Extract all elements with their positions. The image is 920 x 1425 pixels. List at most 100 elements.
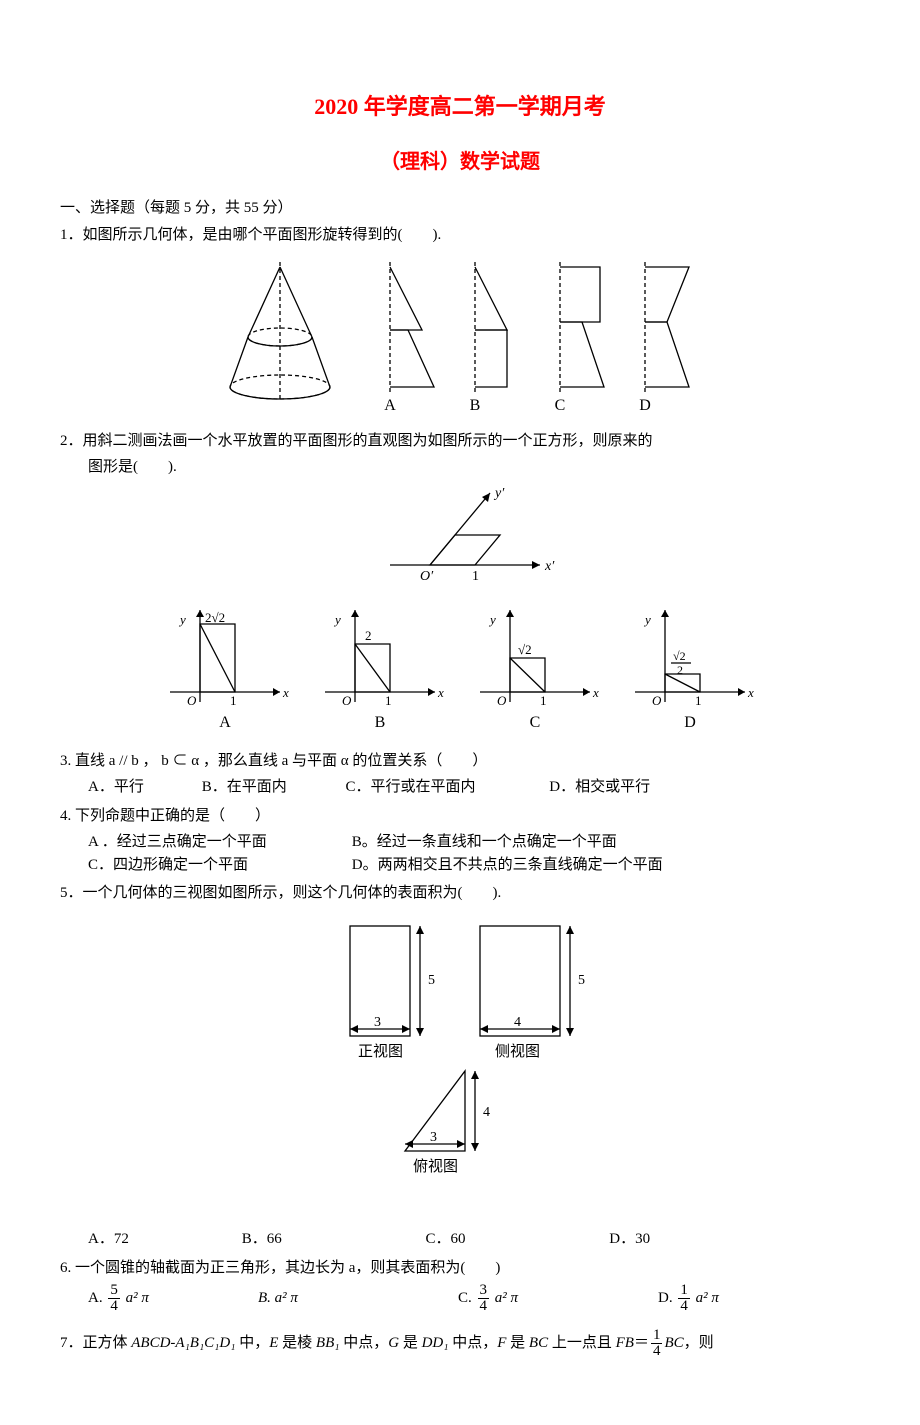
q7-h: G bbox=[388, 1335, 399, 1351]
q3-text: 3. 直线 a // b ， b ⊂ α ，那么直线 a 与平面 α 的位置关系… bbox=[60, 750, 860, 773]
svg-text:A: A bbox=[219, 714, 231, 731]
svg-text:y: y bbox=[178, 612, 186, 627]
q6-c-frac: 3 4 bbox=[478, 1283, 490, 1314]
q6-d-num: 1 bbox=[678, 1283, 690, 1299]
svg-text:5: 5 bbox=[428, 973, 435, 988]
q6-c-num: 3 bbox=[478, 1283, 490, 1299]
q7-n: BC bbox=[529, 1335, 548, 1351]
svg-text:B: B bbox=[470, 397, 481, 412]
q3-options: A．平行 B．在平面内 C．平行或在平面内 D．相交或平行 bbox=[60, 776, 860, 799]
svg-text:2: 2 bbox=[365, 628, 372, 643]
q6-d-post: a² π bbox=[696, 1287, 719, 1310]
svg-text:y: y bbox=[643, 612, 651, 627]
q7-k: 中点， bbox=[448, 1335, 497, 1351]
q5-opt-c: C．60 bbox=[426, 1228, 606, 1251]
q6-opt-c: C. 3 4 a² π bbox=[458, 1283, 658, 1314]
q3-opt-a: A．平行 bbox=[88, 776, 198, 799]
q6-a-frac: 5 4 bbox=[108, 1283, 120, 1314]
svg-text:1: 1 bbox=[230, 693, 237, 708]
svg-text:俯视图: 俯视图 bbox=[413, 1158, 458, 1175]
svg-text:x: x bbox=[747, 685, 754, 700]
question-5: 5．一个几何体的三视图如图所示，则这个几何体的表面积为( ). 5 3 正视图 bbox=[60, 882, 860, 1251]
q6-c-post: a² π bbox=[495, 1287, 518, 1310]
q5-figure: 5 3 正视图 5 4 侧视图 bbox=[60, 911, 860, 1219]
q6-text: 6. 一个圆锥的轴截面为正三角形，其边长为 a，则其表面积为( ) bbox=[60, 1257, 860, 1280]
svg-text:5: 5 bbox=[578, 973, 585, 988]
svg-text:O: O bbox=[187, 693, 197, 708]
q7-g: 中点， bbox=[339, 1335, 388, 1351]
q3-opt-b: B．在平面内 bbox=[202, 776, 342, 799]
svg-text:D: D bbox=[639, 397, 651, 412]
q4-opt-c: C．四边形确定一个平面 bbox=[88, 854, 348, 877]
q7-r: BC bbox=[664, 1335, 683, 1351]
q5-opt-b: B．66 bbox=[242, 1228, 422, 1251]
q3-opt-c: C．平行或在平面内 bbox=[346, 776, 546, 799]
svg-text:4: 4 bbox=[514, 1015, 521, 1030]
svg-text:x: x bbox=[282, 685, 289, 700]
svg-text:3: 3 bbox=[374, 1015, 381, 1030]
q1-figure: A B C D bbox=[60, 252, 860, 420]
svg-text:y: y bbox=[488, 612, 496, 627]
q7-f: BB₁ bbox=[316, 1335, 340, 1351]
q5-text: 5．一个几何体的三视图如图所示，则这个几何体的表面积为( ). bbox=[60, 882, 860, 905]
q6-opt-a: A. 5 4 a² π bbox=[88, 1283, 258, 1314]
svg-text:1: 1 bbox=[472, 569, 479, 584]
page-title: 2020 年学度高二第一学期月考 bbox=[60, 90, 860, 123]
q7-c: 中， bbox=[235, 1335, 269, 1351]
svg-text:1: 1 bbox=[695, 693, 702, 708]
svg-text:B: B bbox=[375, 714, 386, 731]
question-3: 3. 直线 a // b ， b ⊂ α ，那么直线 a 与平面 α 的位置关系… bbox=[60, 750, 860, 799]
svg-text:2√2: 2√2 bbox=[205, 610, 225, 625]
q4-opt-b: B。经过一条直线和一个点确定一个平面 bbox=[352, 831, 617, 854]
q6-d-frac: 1 4 bbox=[678, 1283, 690, 1314]
q2-figure-top: x′ y′ O′ 1 bbox=[60, 485, 860, 593]
q2-figure-options: y x O 1 2√2 A y x O 1 2 B bbox=[60, 602, 860, 740]
question-2: 2．用斜二测画法画一个水平放置的平面图形的直观图为如图所示的一个正方形，则原来的… bbox=[60, 430, 860, 740]
svg-text:x: x bbox=[437, 685, 444, 700]
svg-text:y: y bbox=[333, 612, 341, 627]
question-1: 1．如图所示几何体，是由哪个平面图形旋转得到的( ). bbox=[60, 224, 860, 420]
q6-d-den: 4 bbox=[678, 1299, 690, 1314]
q4-text: 4. 下列命题中正确的是（ ） bbox=[60, 805, 860, 828]
svg-text:3: 3 bbox=[430, 1130, 437, 1145]
q7-o: 上一点且 bbox=[548, 1335, 616, 1351]
svg-text:O′: O′ bbox=[420, 569, 434, 584]
svg-text:4: 4 bbox=[483, 1105, 490, 1120]
svg-text:√2: √2 bbox=[673, 649, 686, 663]
svg-text:x′: x′ bbox=[544, 559, 555, 574]
q7-q: ＝ bbox=[634, 1335, 649, 1351]
q4-opt-d: D。两两相交且不共点的三条直线确定一个平面 bbox=[352, 854, 663, 877]
q3-opt-d: D．相交或平行 bbox=[549, 776, 709, 799]
section-1-heading: 一、选择题（每题 5 分，共 55 分） bbox=[60, 197, 860, 220]
q7-frac: 14 bbox=[651, 1328, 663, 1359]
svg-text:2: 2 bbox=[677, 663, 683, 677]
q7-m: 是 bbox=[506, 1335, 529, 1351]
svg-text:O: O bbox=[497, 693, 507, 708]
q7-j: DD₁ bbox=[422, 1335, 449, 1351]
svg-text:C: C bbox=[530, 714, 541, 731]
q7-b: ABCD-A₁B₁C₁D₁ bbox=[131, 1335, 235, 1351]
q7-l: F bbox=[497, 1335, 506, 1351]
q6-c-den: 4 bbox=[478, 1299, 490, 1314]
q5-opt-d: D．30 bbox=[609, 1228, 709, 1251]
q7-s: ，则 bbox=[684, 1335, 714, 1351]
svg-text:侧视图: 侧视图 bbox=[495, 1043, 540, 1060]
q7-p: FB bbox=[616, 1335, 634, 1351]
q5-opt-a: A．72 bbox=[88, 1228, 238, 1251]
svg-text:O: O bbox=[342, 693, 352, 708]
question-6: 6. 一个圆锥的轴截面为正三角形，其边长为 a，则其表面积为( ) A. 5 4… bbox=[60, 1257, 860, 1315]
q6-opt-b: B. a² π bbox=[258, 1287, 458, 1310]
svg-text:正视图: 正视图 bbox=[358, 1043, 403, 1060]
q1-text: 1．如图所示几何体，是由哪个平面图形旋转得到的( ). bbox=[60, 224, 860, 247]
svg-text:x: x bbox=[592, 685, 599, 700]
q6-c-pre: C. bbox=[458, 1287, 472, 1310]
q7-frac-den: 4 bbox=[651, 1344, 663, 1359]
q4-options-row1: A ．经过三点确定一个平面 B。经过一条直线和一个点确定一个平面 bbox=[60, 831, 860, 854]
q7-i: 是 bbox=[399, 1335, 422, 1351]
question-7: 7．正方体 ABCD-A₁B₁C₁D₁ 中，E 是棱 BB₁ 中点，G 是 DD… bbox=[60, 1328, 860, 1359]
q6-a-pre: A. bbox=[88, 1287, 103, 1310]
q2-text-line1: 2．用斜二测画法画一个水平放置的平面图形的直观图为如图所示的一个正方形，则原来的 bbox=[60, 430, 860, 453]
q7-frac-num: 1 bbox=[651, 1328, 663, 1344]
q4-options-row2: C．四边形确定一个平面 D。两两相交且不共点的三条直线确定一个平面 bbox=[60, 854, 860, 877]
q6-a-post: a² π bbox=[126, 1287, 149, 1310]
